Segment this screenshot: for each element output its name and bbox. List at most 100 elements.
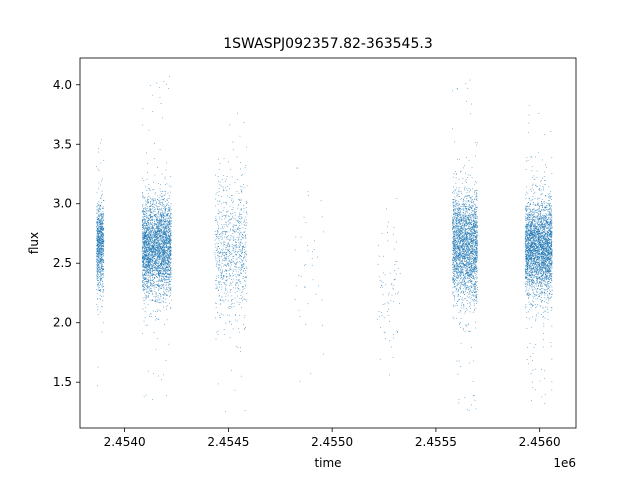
data-point [168, 258, 170, 260]
data-point [160, 239, 162, 241]
data-point [164, 253, 165, 255]
data-point [153, 260, 155, 262]
data-point [158, 285, 160, 287]
data-point [163, 295, 165, 296]
data-point [231, 279, 232, 280]
data-point [98, 271, 100, 273]
data-point [142, 231, 143, 233]
data-point [101, 265, 103, 267]
data-point [102, 245, 103, 246]
data-point [240, 168, 241, 170]
data-point [154, 240, 156, 242]
data-point [239, 249, 240, 250]
data-point [152, 252, 154, 254]
data-point [160, 220, 161, 222]
data-point [97, 264, 99, 266]
data-point [215, 275, 217, 277]
data-point [145, 251, 146, 253]
data-point [243, 263, 245, 265]
data-point [100, 262, 102, 264]
data-point [311, 264, 313, 266]
data-point [151, 274, 153, 276]
data-point [98, 201, 100, 203]
data-point [143, 232, 145, 233]
data-point [148, 272, 150, 273]
data-point [152, 273, 154, 275]
data-point [392, 287, 394, 289]
data-point [165, 218, 167, 220]
data-point [169, 244, 171, 246]
data-point [159, 302, 161, 304]
data-point [238, 221, 240, 223]
data-point [233, 270, 235, 272]
data-point [148, 269, 149, 270]
data-point [245, 211, 247, 213]
data-point [155, 267, 156, 269]
data-point [245, 228, 246, 229]
data-point [99, 254, 101, 256]
data-point [152, 227, 154, 229]
data-point [101, 254, 103, 255]
data-point [148, 223, 150, 224]
data-point [166, 308, 167, 310]
data-point [159, 228, 161, 230]
data-point [147, 266, 149, 268]
data-point [150, 204, 152, 206]
data-point [98, 239, 99, 240]
data-point [144, 283, 146, 284]
data-point [237, 179, 239, 180]
data-point [147, 270, 149, 271]
data-point [149, 256, 151, 257]
data-point [169, 268, 171, 270]
data-point [164, 269, 166, 271]
data-point [227, 236, 228, 237]
data-point [142, 257, 144, 259]
data-point [97, 259, 99, 261]
data-point [168, 249, 170, 251]
data-point [163, 217, 164, 219]
data-point [146, 241, 148, 242]
data-point [157, 251, 159, 253]
data-point [98, 227, 100, 229]
data-point [227, 244, 228, 246]
data-point [233, 200, 234, 202]
data-point [170, 254, 172, 255]
data-point [242, 296, 244, 298]
data-point [156, 300, 158, 302]
data-point [170, 229, 172, 231]
data-point [98, 231, 99, 233]
data-point [103, 240, 105, 242]
data-point [163, 248, 164, 250]
data-point [219, 281, 221, 283]
data-point [96, 261, 97, 263]
data-point [225, 289, 226, 291]
data-point [147, 256, 149, 258]
data-point [100, 241, 102, 243]
data-point [165, 208, 166, 210]
data-point [168, 240, 170, 242]
data-point [165, 261, 167, 263]
data-point [164, 273, 166, 275]
data-point [155, 301, 157, 302]
data-point [240, 209, 242, 211]
data-point [227, 250, 229, 252]
data-point [160, 243, 162, 245]
data-point [164, 233, 166, 234]
data-point [151, 250, 153, 252]
data-point [236, 282, 238, 283]
data-point [99, 219, 101, 221]
data-point [99, 206, 101, 208]
data-point [169, 221, 171, 222]
data-point [101, 275, 102, 276]
data-point [158, 247, 160, 248]
data-point [220, 228, 222, 229]
data-point [149, 223, 151, 224]
data-point [160, 235, 162, 236]
data-point [219, 267, 220, 269]
data-point [142, 204, 143, 206]
data-point [161, 221, 163, 222]
data-point [99, 259, 101, 261]
data-point [161, 225, 162, 226]
data-point [168, 242, 169, 243]
data-point [98, 254, 100, 255]
